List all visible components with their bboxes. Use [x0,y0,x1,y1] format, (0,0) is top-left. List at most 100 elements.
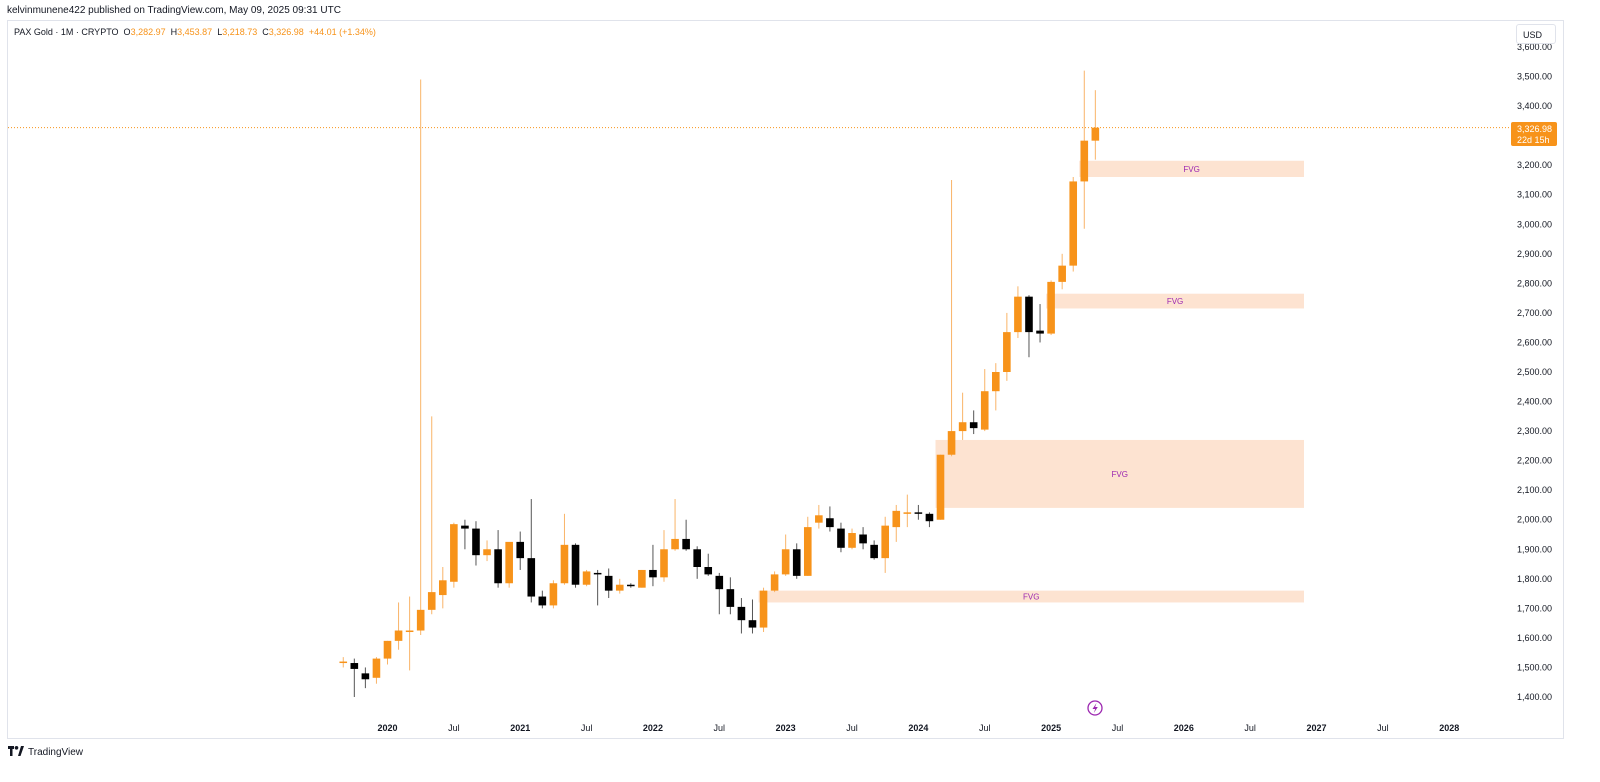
candle-body [372,658,381,678]
candle-body [494,549,502,584]
candle-body [582,571,591,585]
chart-frame [7,20,1564,739]
candle-body [947,431,956,455]
candles [339,70,1100,697]
low-label: L [217,27,223,37]
candle-body [914,512,923,514]
y-tick-label: 2,500.00 [1517,367,1552,377]
candle-body [737,606,746,621]
candle-body [1091,127,1100,141]
high-label: H [170,27,178,37]
y-tick-label: 1,900.00 [1517,544,1552,554]
candle-body [826,518,834,528]
x-tick-label: 2024 [908,723,928,733]
candle-body [859,534,867,544]
candle-body [649,569,657,578]
candle-body [881,525,889,559]
candle-body [682,538,690,550]
symbol-name[interactable]: PAX Gold · 1M · CRYPTO [14,27,119,37]
published-caption: kelvinmunene422 published on TradingView… [7,5,341,16]
y-tick-label: 2,700.00 [1517,308,1552,318]
y-tick-label: 1,700.00 [1517,603,1552,613]
symbol-legend: PAX Gold · 1M · CRYPTO O3,282.97 H3,453.… [14,27,376,37]
x-tick-label: Jul [1112,723,1124,733]
y-tick-label: 3,600.00 [1517,42,1552,52]
candle-body [571,544,580,585]
candle-body [604,575,613,591]
candle-body [361,673,370,680]
y-tick-label: 2,600.00 [1517,337,1552,347]
x-tick-label: 2021 [510,723,530,733]
fvg-zone [758,590,1304,603]
candle-body [638,569,646,588]
candle-body [980,391,989,430]
x-tick-label: 2028 [1439,723,1459,733]
candle-body [450,524,458,582]
footer-brand[interactable]: TradingView [8,746,83,759]
low-value: 3,218.73 [222,27,258,37]
price-tag-countdown: 22d 15h [1517,135,1550,145]
fvg-zone [1046,293,1304,309]
candle-body [660,549,668,578]
y-axis: 1,400.00 1,500.00 1,600.00 1,700.00 1,800.00… [1517,42,1552,702]
open-label: O [123,27,131,37]
fvg-label: FVG [1167,297,1183,306]
x-tick-label: Jul [1244,723,1256,733]
candle-body [339,661,348,664]
candle-body [461,525,469,529]
candle-body [992,372,1000,392]
change-value: +44.01 (+1.34%) [308,27,376,37]
y-tick-label: 1,800.00 [1517,574,1552,584]
footer-brand-text: TradingView [28,747,84,758]
candle-body [848,533,856,548]
candle-body [383,640,392,659]
x-tick-label: Jul [714,723,726,733]
candle-body [394,630,403,641]
candle-body [405,630,414,633]
candle-body [925,513,934,522]
currency-button[interactable]: USD [1516,24,1556,44]
candle-body [627,584,635,587]
y-tick-label: 3,200.00 [1517,160,1552,170]
candle-body [1014,296,1022,333]
y-tick-label: 3,500.00 [1517,72,1552,82]
y-tick-label: 3,400.00 [1517,101,1552,111]
y-tick-label: 2,900.00 [1517,249,1552,259]
x-tick-label: Jul [979,723,991,733]
y-tick-label: 3,100.00 [1517,190,1552,200]
fvg-label: FVG [1183,165,1199,174]
candle-body [483,549,491,556]
candle-body [350,663,359,669]
y-tick-label: 1,500.00 [1517,662,1552,672]
x-tick-label: 2026 [1174,723,1194,733]
candle-body [549,583,558,606]
x-tick-label: Jul [448,723,460,733]
candle-body [958,422,967,432]
y-tick-label: 1,600.00 [1517,633,1552,643]
x-tick-label: Jul [1377,723,1389,733]
candle-body [693,549,701,567]
y-tick-label: 1,400.00 [1517,692,1552,702]
candle-body [770,574,779,591]
x-tick-label: 2023 [776,723,796,733]
close-label: C [262,27,269,37]
candle-body [439,580,447,596]
candle-body [1003,332,1011,372]
candle-body [903,512,912,514]
fvg-label: FVG [1023,593,1039,602]
tradingview-logo-icon [8,746,24,759]
high-value: 3,453.87 [177,27,213,37]
lightning-icon[interactable] [1087,700,1103,716]
price-tag: 3,326.98 22d 15h [1511,122,1557,146]
fvg-zone [935,439,1304,508]
candle-body [870,544,878,559]
x-tick-label: 2022 [643,723,663,733]
y-tick-label: 2,400.00 [1517,397,1552,407]
candle-body [416,609,425,631]
candle-body [803,527,812,576]
candle-body [892,510,901,528]
candle-body [792,549,801,576]
x-tick-label: Jul [581,723,593,733]
candle-body [726,589,735,607]
